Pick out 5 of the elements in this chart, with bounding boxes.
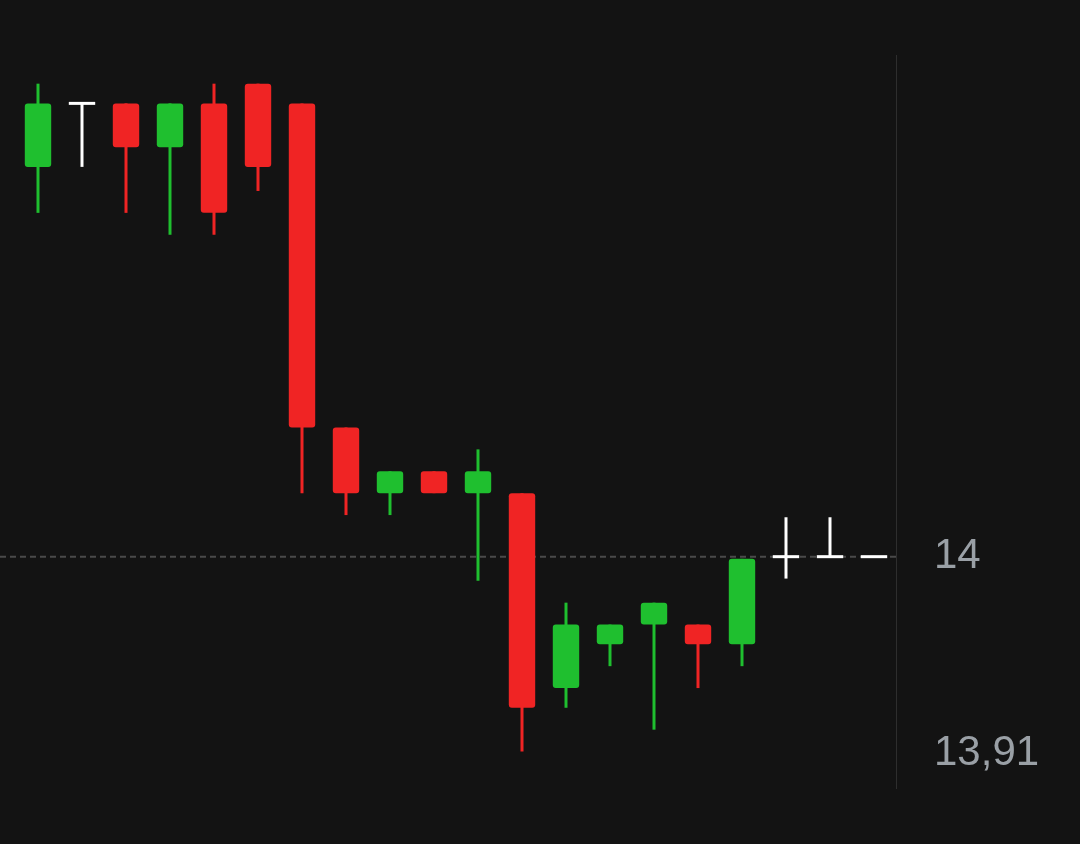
candlestick [67,101,97,167]
candlestick [771,517,801,579]
y-tick-label: 14 [934,530,981,578]
candlestick [815,517,845,559]
y-tick-label: 13,91 [934,727,1040,775]
